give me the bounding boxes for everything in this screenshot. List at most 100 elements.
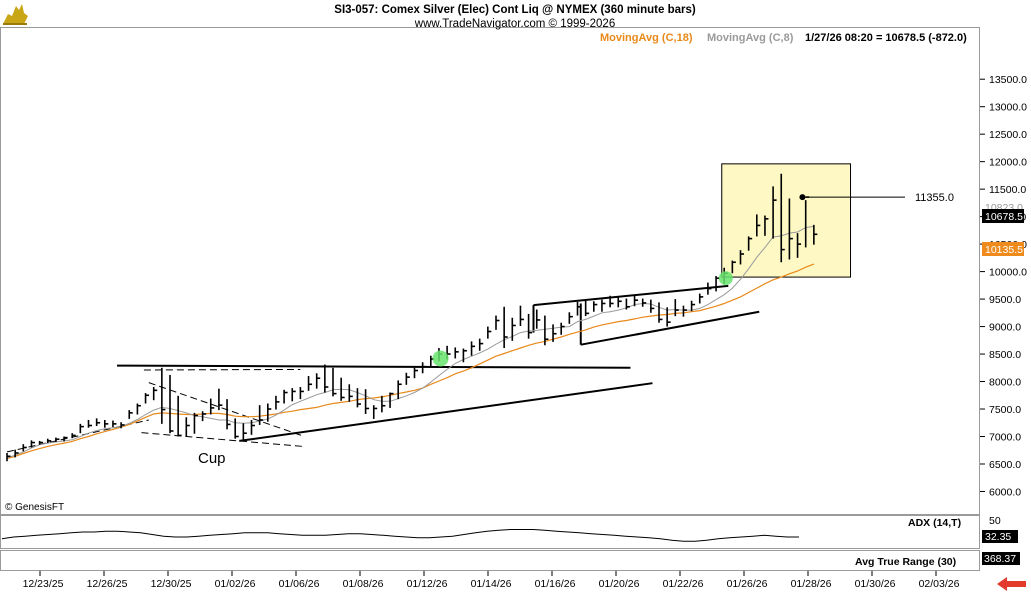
atr-label: Avg True Range (30) — [855, 556, 956, 568]
ohlc-bar — [71, 433, 76, 439]
x-tick-label: 02/03/26 — [919, 578, 960, 590]
x-tick-label: 01/30/26 — [855, 578, 896, 590]
y-tick-label: 7000.0 — [989, 432, 1021, 444]
ohlc-bar — [364, 389, 370, 414]
x-tick-label: 01/26/26 — [727, 578, 768, 590]
ohlc-bar — [120, 422, 125, 429]
ohlc-bar — [291, 388, 296, 402]
y-tick-label: 13000.0 — [989, 102, 1027, 114]
ohlc-bar — [405, 372, 410, 385]
y-axis: 6000.0 6500.0 7000.0 7500.0 8000.0 8500.0 9000… — [980, 74, 1027, 498]
red-arrow-left-icon[interactable] — [997, 577, 1026, 591]
watermark: © GenesisFT — [5, 502, 64, 513]
x-tick-label: 12/23/25 — [23, 578, 64, 590]
ohlc-bar — [381, 395, 386, 413]
ohlc-bar — [780, 173, 785, 263]
ohlc-bar — [30, 440, 35, 448]
ohlc-bar — [764, 215, 769, 236]
ohlc-bar — [177, 395, 182, 437]
ohlc-bar — [796, 233, 802, 258]
target-label: 11355.0 — [915, 192, 954, 204]
y-tick-label: 12000.0 — [989, 157, 1027, 169]
ohlc-bar — [258, 405, 264, 425]
legend-ma18[interactable]: MovingAvg (C,18) — [600, 32, 693, 44]
y-tick-label: 8000.0 — [989, 377, 1021, 389]
ohlc-bar — [144, 393, 150, 404]
ohlc-bar — [340, 377, 345, 401]
ohlc-bar — [576, 301, 581, 316]
x-tick-label: 01/22/26 — [663, 578, 704, 590]
ohlc-bar — [813, 224, 818, 245]
chart-subtitle: www.TradeNavigator.com © 1999-2026 — [414, 18, 615, 30]
bull-logo-icon[interactable] — [3, 4, 28, 25]
ohlc-bar — [104, 420, 109, 428]
ohlc-bars — [6, 173, 818, 462]
ohlc-bar — [209, 398, 215, 415]
x-tick-label: 01/08/26 — [343, 578, 384, 590]
ohlc-bar — [389, 392, 394, 408]
y-tick-label: 12500.0 — [989, 129, 1027, 141]
ohlc-bar — [128, 410, 133, 419]
ohlc-bar — [617, 296, 622, 308]
ohlc-bar — [201, 411, 207, 422]
ohlc-bar — [397, 380, 402, 400]
ohlc-bar — [658, 302, 663, 323]
y-tick-label: 9500.0 — [989, 294, 1021, 306]
x-axis-area — [0, 571, 1031, 593]
ohlc-bar — [519, 305, 524, 327]
ohlc-bar — [413, 367, 418, 379]
svg-text:32.35: 32.35 — [985, 531, 1011, 543]
y-tick-label: 13500.0 — [989, 74, 1027, 86]
ohlc-bar — [315, 373, 321, 389]
highlight-box — [721, 163, 852, 278]
ohlc-bar — [747, 236, 753, 251]
atr-panel[interactable] — [0, 550, 980, 571]
ohlc-bar — [478, 338, 484, 351]
ohlc-bar — [324, 364, 329, 393]
ohlc-bar — [462, 348, 467, 363]
y-tick-label: 9000.0 — [989, 322, 1021, 334]
y-tick-label: 6000.0 — [989, 486, 1021, 498]
trend-line — [141, 432, 303, 447]
ohlc-bar — [275, 395, 280, 410]
ohlc-bar — [535, 309, 541, 329]
adx-panel[interactable] — [0, 515, 980, 549]
ohlc-bar — [755, 214, 761, 237]
ohlc-bar — [87, 420, 92, 428]
adx-value-tag: 32.35 — [982, 530, 1018, 543]
ohlc-bar — [511, 317, 516, 341]
ohlc-bar — [185, 417, 190, 437]
svg-text:10678.5: 10678.5 — [985, 211, 1023, 223]
ohlc-bar — [674, 299, 679, 317]
ohlc-bar — [234, 418, 239, 439]
chart-title: SI3-057: Comex Silver (Elec) Cont Liq @ … — [334, 4, 696, 16]
ohlc-bar — [250, 420, 255, 435]
ohlc-bar — [63, 436, 68, 442]
ohlc-bar — [609, 295, 614, 308]
ohlc-bar — [283, 389, 288, 404]
ohlc-bar — [454, 347, 459, 359]
ohlc-bar — [14, 449, 19, 458]
ohlc-bar — [772, 186, 777, 239]
ohlc-bar — [487, 326, 492, 339]
x-tick-label: 01/12/26 — [407, 578, 448, 590]
x-tick-label: 12/30/25 — [151, 578, 192, 590]
ohlc-bar — [38, 440, 44, 445]
trend-line — [117, 364, 631, 369]
ohlc-bar — [226, 399, 231, 430]
ohlc-bar — [641, 298, 647, 307]
ohlc-bar — [544, 315, 549, 346]
ohlc-bar — [682, 305, 687, 317]
ohlc-bar — [707, 282, 712, 295]
y-tick-label: 11500.0 — [989, 184, 1026, 196]
ohlc-bar — [552, 324, 557, 342]
x-tick-label: 01/14/26 — [471, 578, 512, 590]
ohlc-bar — [568, 312, 573, 324]
ohlc-bar — [22, 444, 27, 452]
ohlc-bar — [698, 293, 704, 304]
adx-line — [1, 529, 799, 542]
legend-ma8[interactable]: MovingAvg (C,8) — [707, 32, 794, 44]
cup-label: Cup — [198, 450, 226, 467]
ohlc-bar — [95, 418, 101, 427]
y-tick-label: 8500.0 — [989, 349, 1021, 361]
